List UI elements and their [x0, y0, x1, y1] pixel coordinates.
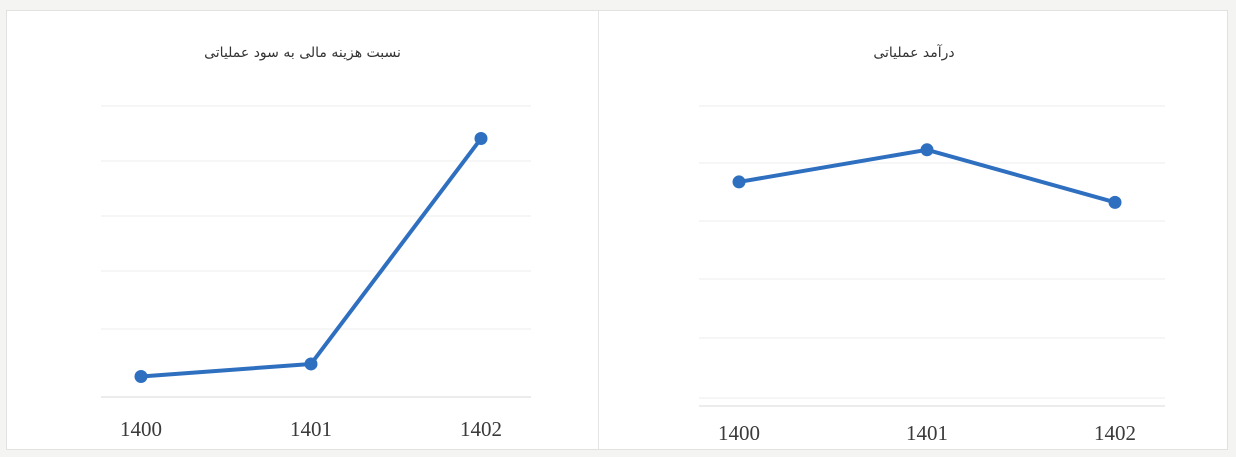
data-point — [732, 175, 746, 189]
x-tick-label: 1402 — [460, 417, 502, 441]
series-line — [139, 136, 483, 379]
data-point — [920, 143, 934, 157]
x-tick-label: 1400 — [718, 421, 760, 445]
x-tick-label: 1401 — [906, 421, 948, 445]
chart-title: درآمد عملیاتی — [873, 45, 955, 61]
data-point — [474, 132, 488, 146]
series-line — [737, 147, 1117, 205]
x-tick-label: 1400 — [120, 417, 162, 441]
line-chart-operating-income: 1400 1401 1402 — [699, 105, 1165, 445]
line-chart-financial-cost-ratio: 1400 1401 1402 — [101, 105, 531, 441]
x-tick-label: 1401 — [290, 417, 332, 441]
chart-title: نسبت هزینه مالی به سود عملیاتی — [204, 45, 401, 61]
chart-figure: نسبت هزینه مالی به سود عملیاتی 1400 1401 1… — [6, 10, 1228, 450]
data-point — [1108, 195, 1122, 209]
data-point — [304, 357, 318, 371]
chart-panel-financial-cost-ratio: نسبت هزینه مالی به سود عملیاتی 1400 1401 1… — [7, 11, 599, 449]
chart-panel-operating-income: درآمد عملیاتی 1400 1401 1402 — [599, 11, 1229, 449]
data-point — [134, 369, 148, 383]
x-tick-label: 1402 — [1094, 421, 1136, 445]
